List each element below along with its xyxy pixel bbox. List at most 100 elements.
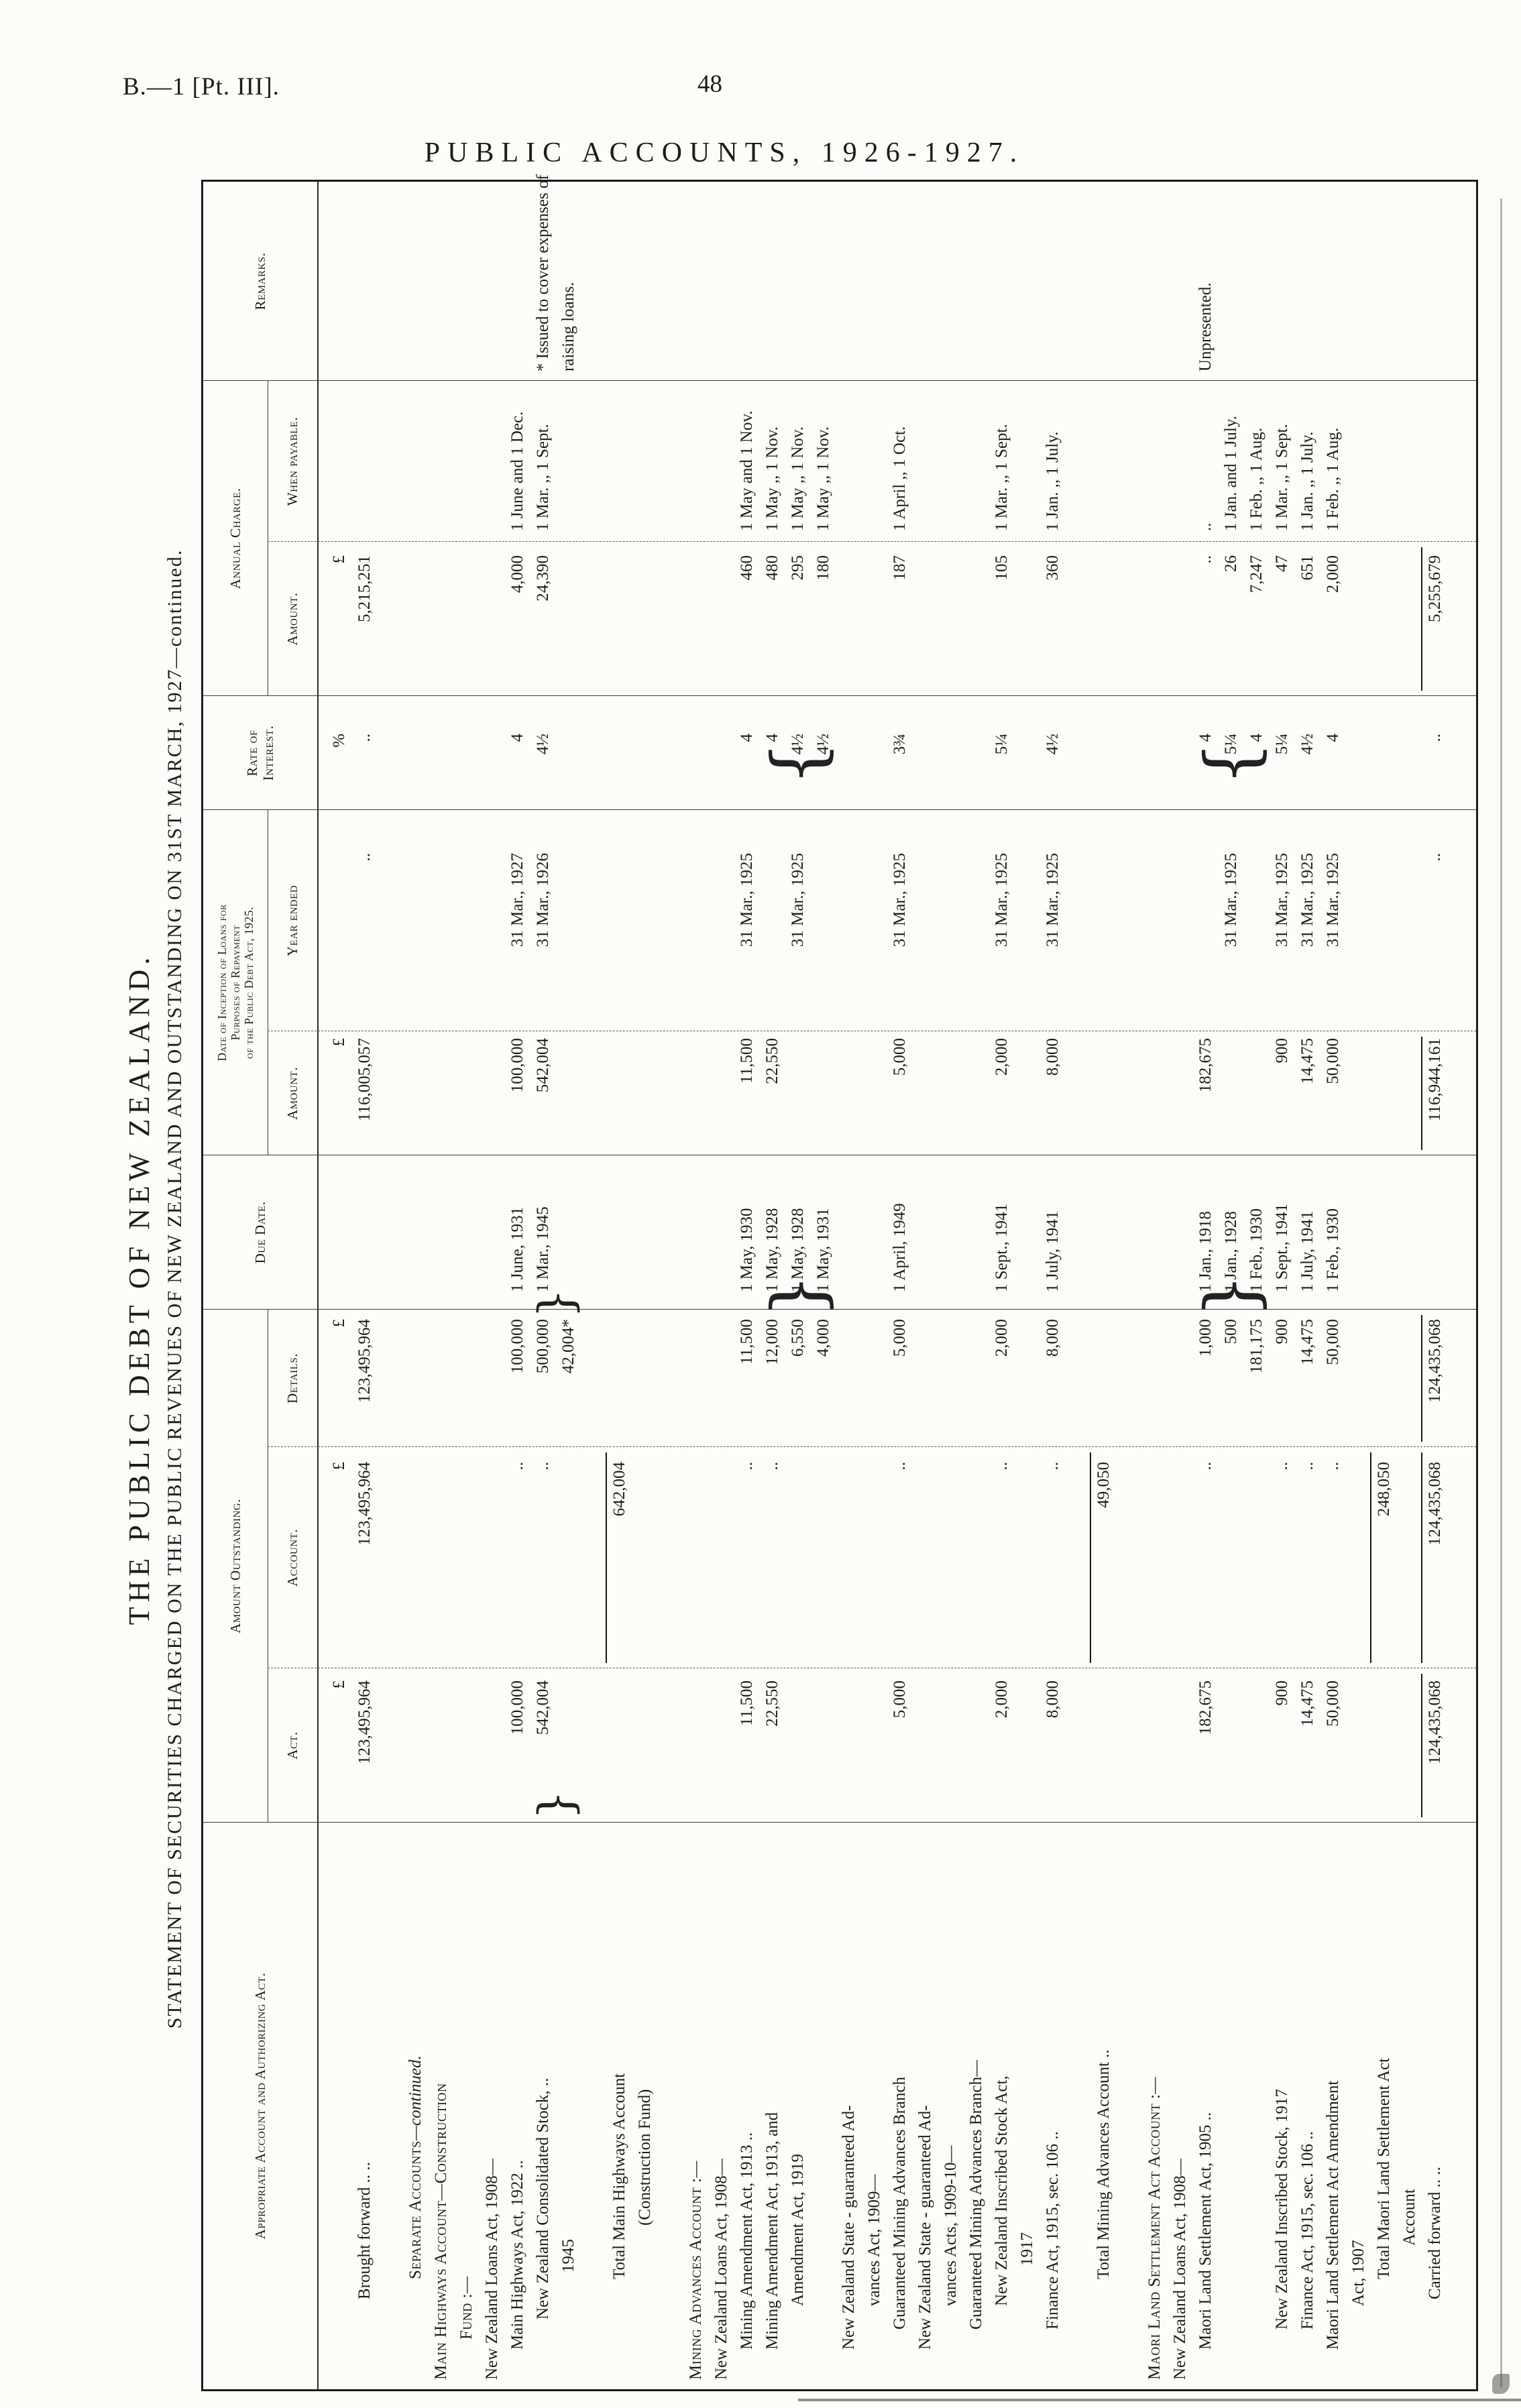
cell-n-line-5: Fund :— [454, 1823, 480, 2389]
cell-n-line-26: New Zealand Inscribed Stock Act, [993, 2075, 1011, 2306]
cell-acct-line-38: .. [1298, 1462, 1316, 1471]
cell-act-line-7: 100,000 [508, 1680, 526, 1735]
cell-rt-line-0: % [330, 734, 348, 748]
cell-wn-line-34: .. [1196, 522, 1215, 532]
cell-wn-line-19: 1 May ,, 1 Nov. [814, 426, 832, 531]
cell-wn-line-18: 1 May ,, 1 Nov. [789, 426, 807, 531]
cell-inc-line-28: 8,000 [1044, 1038, 1062, 1076]
cell-rt-line-8: 4½ [534, 734, 552, 755]
text-segment: Main Highways Account—Construction [432, 2083, 450, 2380]
cell-inc-line-1: 116,005,057 [355, 1038, 374, 1122]
cell-det-line-28: 8,000 [1044, 1319, 1062, 1357]
scan-edge-shadow-right [1500, 198, 1502, 2387]
cell-ann-line-17: 480 [763, 555, 781, 581]
cell-due-line-7: 1 June, 1931 [508, 1206, 526, 1292]
grouping-brace-0: } [528, 1790, 583, 1820]
cell-yr-line-8: 31 Mar., 1926 [534, 853, 552, 948]
cell-ann-line-19: 180 [814, 555, 832, 581]
cell-due-line-28: 1 July, 1941 [1044, 1210, 1062, 1292]
table-body: £ £ £ £% £ Brought forward .. .. 123,495,964 12… [203, 174, 1476, 2389]
cell-n-line-24: vances Acts, 1909-10— [942, 2145, 960, 2306]
cell-inc-line-0: £ [330, 1038, 348, 1047]
cell-ann-line-39: 2,000 [1324, 555, 1342, 593]
cell-yr-line-28: 31 Mar., 1925 [1044, 853, 1062, 948]
cell-yr-line-26: 31 Mar., 1925 [993, 853, 1011, 948]
cell-act-line-1: 123,495,964 [355, 1680, 374, 1764]
cell-inc-line-34: 182,675 [1196, 1038, 1215, 1093]
cell-n-line-21: vances Act, 1909— [865, 2174, 883, 2306]
cell-rt-line-1: .. [355, 734, 374, 742]
cell-yr-line-38: 31 Mar., 1925 [1298, 853, 1316, 948]
cell-rt-line-39: 4 [1324, 734, 1342, 742]
cell-n-line-38: Finance Act, 1915, sec. 106 .. [1298, 2131, 1316, 2330]
cell-rem-line-9: raising loans. [559, 282, 577, 371]
sum-rule-acct-line-11 [606, 1452, 607, 1663]
cell-ann-line-34: .. [1196, 555, 1215, 564]
cell-yr-line-7: 31 Mar., 1927 [508, 853, 526, 948]
cell-acct-line-7: .. [508, 1462, 526, 1471]
cell-yr-line-18: 31 Mar., 1925 [789, 853, 807, 948]
cell-act-line-26: 2,000 [993, 1680, 1011, 1719]
cell-rem-line-8: * Issued to cover expenses of [534, 174, 552, 371]
cell-ann-line-35: 26 [1222, 555, 1240, 572]
cell-rt-line-16: 4 [738, 734, 756, 742]
cell-act-line-17: 22,550 [763, 1680, 781, 1727]
plate-title: THE PUBLIC DEBT OF NEW ZEALAND. [123, 952, 156, 1625]
cell-acct-line-30: 49,050 [1094, 1462, 1113, 1508]
cell-det-line-35: 500 [1222, 1319, 1240, 1344]
cell-inc-line-39: 50,000 [1324, 1038, 1342, 1084]
cell-acct-line-11: 642,004 [610, 1462, 628, 1517]
grouping-brace-1: } [528, 1288, 583, 1318]
cell-n-line-15: New Zealand Loans Act, 1908— [712, 2159, 730, 2380]
cell-rem-line-34: Unpresented. [1196, 282, 1215, 371]
cell-wn-line-37: 1 Mar. ,, 1 Sept. [1273, 424, 1291, 531]
cell-n-line-12: (Construction Fund) [636, 2089, 654, 2226]
cell-n-line-41: Total Maori Land Settlement Act [1375, 2057, 1393, 2279]
cell-det-line-7: 100,000 [508, 1319, 526, 1374]
cell-rt-line-38: 4½ [1298, 734, 1316, 755]
cell-wn-line-26: 1 Mar. ,, 1 Sept. [993, 424, 1011, 531]
cell-acct-line-22: .. [891, 1462, 909, 1471]
cell-ann-line-43: 5,255,679 [1426, 555, 1444, 622]
cell-wn-line-22: 1 April ,, 1 Oct. [891, 426, 909, 531]
cell-det-line-0: £ [330, 1319, 348, 1328]
cell-acct-line-39: .. [1324, 1462, 1342, 1471]
cell-act-line-34: 182,675 [1196, 1680, 1215, 1735]
sum-rule-acct-line-43 [1421, 1452, 1422, 1663]
scan-edge-shadow-bottom [798, 2399, 1521, 2401]
cell-due-line-22: 1 April, 1949 [891, 1203, 909, 1292]
cell-n-line-6: New Zealand Loans Act, 1908— [483, 2159, 501, 2380]
grouping-brace-4: } [1190, 1273, 1272, 1318]
cell-inc-line-38: 14,475 [1298, 1038, 1316, 1084]
cell-rt-line-22: 3¾ [891, 734, 909, 755]
cell-n-line-28: Finance Act, 1915, sec. 106 .. [1044, 2131, 1062, 2330]
cell-ann-line-0: £ [330, 555, 348, 564]
cell-rt-line-7: 4 [508, 734, 526, 742]
cell-due-line-39: 1 Feb., 1930 [1324, 1208, 1342, 1292]
cell-acct-line-26: .. [993, 1462, 1011, 1471]
cell-n-line-32: Maori Land Settlement Act Account :— [1142, 1823, 1168, 2389]
cell-yr-line-37: 31 Mar., 1925 [1273, 853, 1291, 948]
cell-n-line-18: Amendment Act, 1919 [789, 2153, 807, 2306]
cell-wn-line-36: 1 Feb. ,, 1 Aug. [1247, 427, 1265, 531]
cell-acct-line-34: .. [1196, 1462, 1215, 1471]
cell-det-line-16: 11,500 [738, 1319, 756, 1365]
cell-det-line-37: 900 [1273, 1319, 1291, 1344]
cell-act-line-38: 14,475 [1298, 1680, 1316, 1727]
cell-rt-line-26: 5¼ [993, 734, 1011, 755]
cell-det-line-1: 123,495,964 [355, 1319, 374, 1403]
cell-n-line-16: Mining Amendment Act, 1913 .. [738, 2132, 756, 2350]
cell-inc-line-37: 900 [1273, 1038, 1291, 1064]
cell-ann-line-16: 460 [738, 555, 756, 581]
cell-ann-line-38: 651 [1298, 555, 1316, 581]
cell-n-line-27: 1917 [1018, 2232, 1036, 2266]
cell-acct-line-8: .. [534, 1462, 552, 1471]
cell-rt-line-43: .. [1426, 734, 1444, 742]
cell-n-line-1: Brought forward .. .. [355, 2162, 374, 2299]
cell-inc-line-17: 22,550 [763, 1038, 781, 1084]
document-reference: B.—1 [Pt. III]. [123, 73, 280, 101]
cell-ann-line-28: 360 [1044, 555, 1062, 581]
ledger-table: Appropriate Account and Authorizing Act.… [201, 174, 1478, 2391]
cell-det-line-9: 42,004* [559, 1319, 577, 1374]
